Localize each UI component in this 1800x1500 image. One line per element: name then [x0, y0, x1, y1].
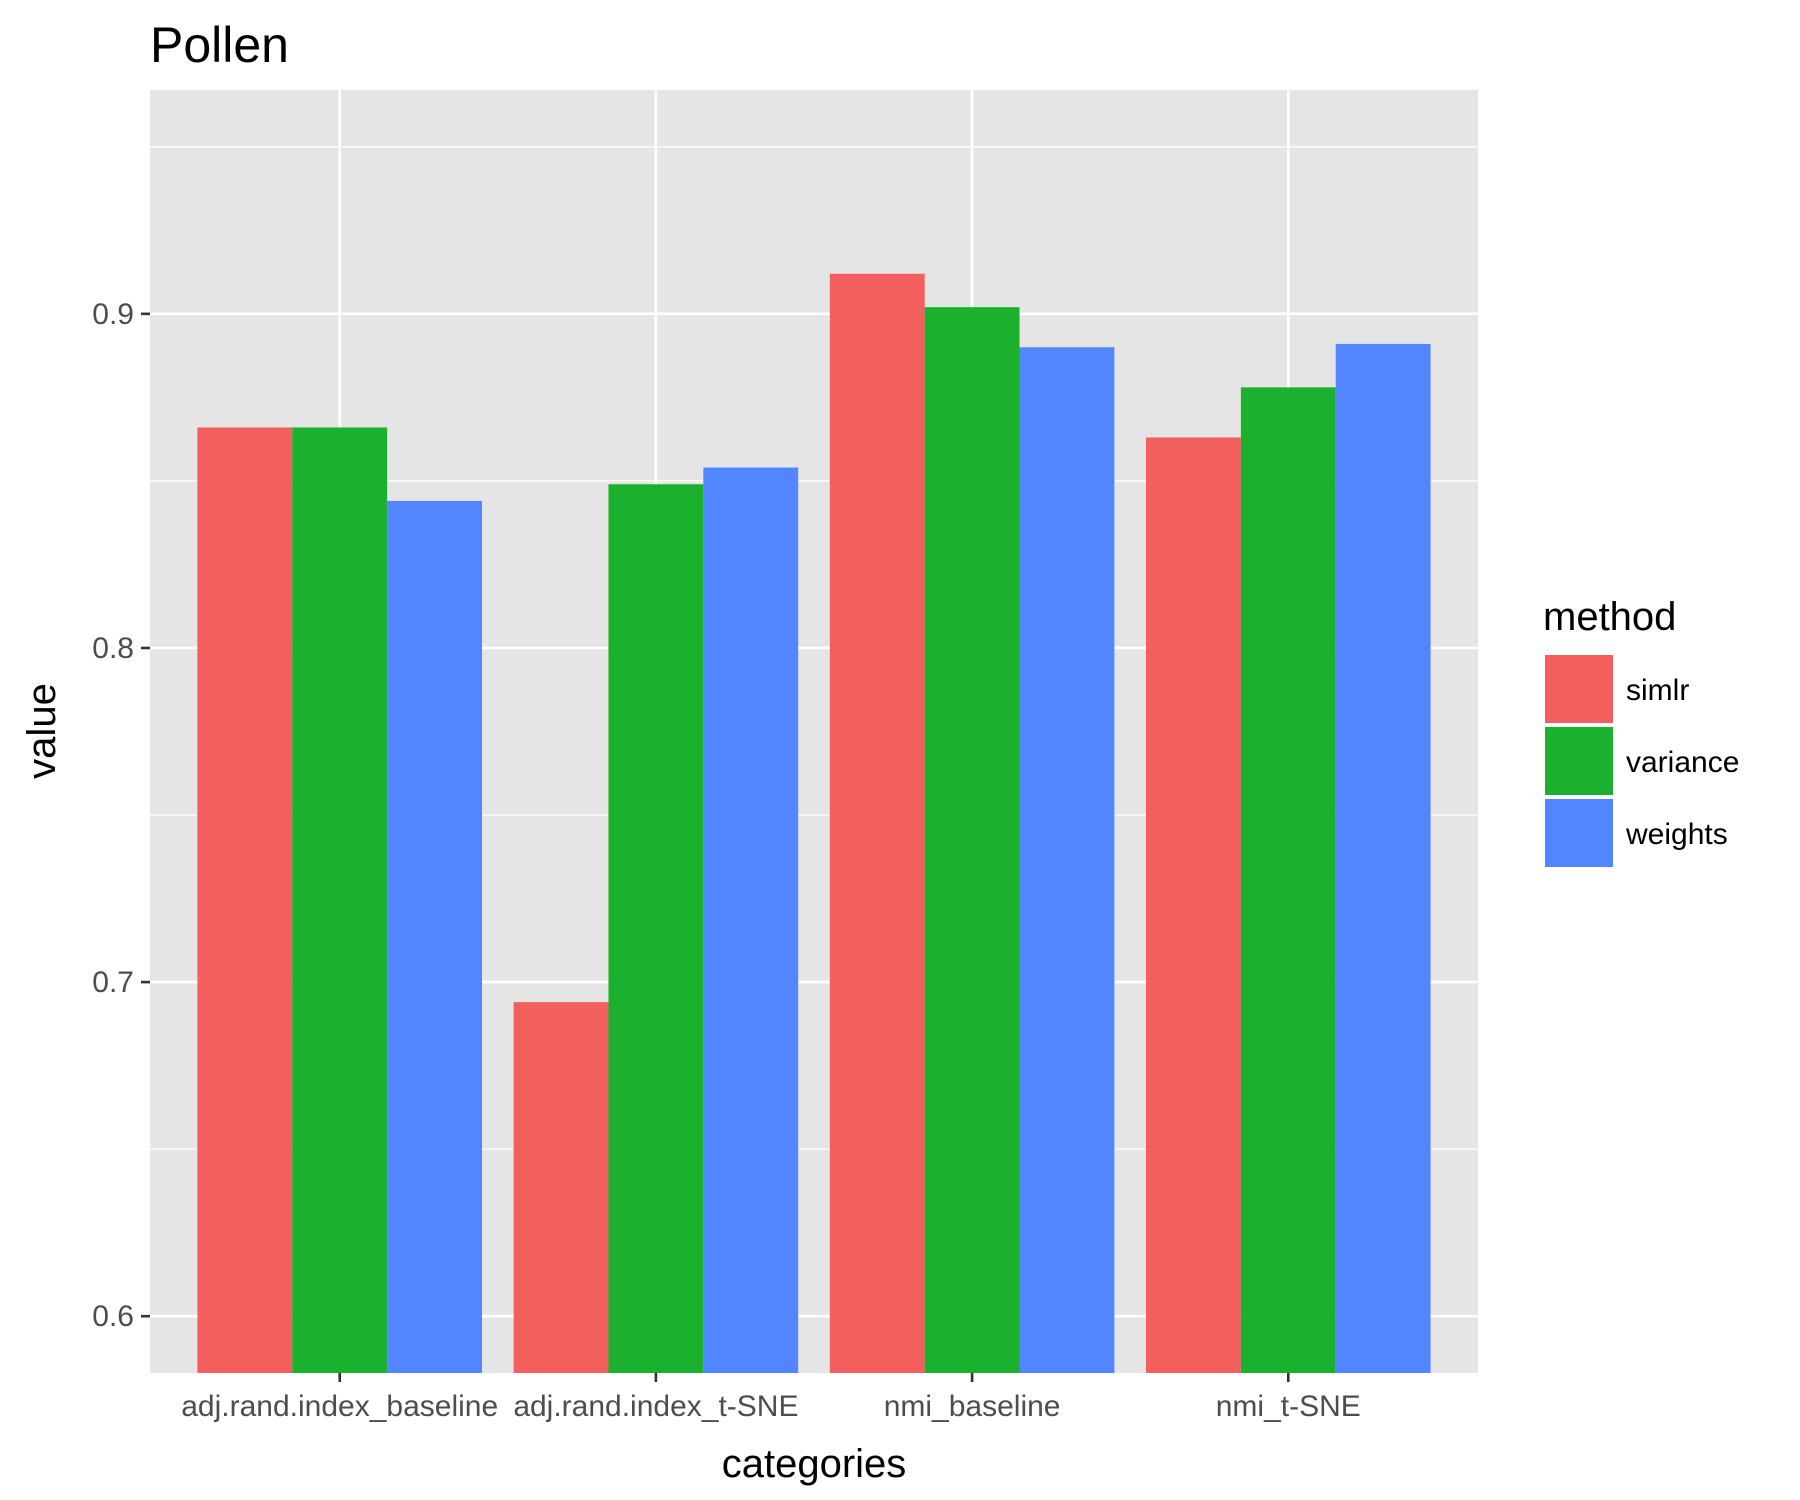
x-tick-label: adj.rand.index_baseline [181, 1390, 498, 1423]
x-tick-label: adj.rand.index_t-SNE [513, 1390, 798, 1423]
legend-key-variance [1545, 727, 1613, 795]
y-tick-label: 0.6 [92, 1300, 134, 1333]
bar-simlr [1146, 437, 1241, 1374]
bar-variance [1240, 387, 1336, 1374]
y-tick-label: 0.8 [92, 632, 134, 665]
bar-variance [292, 427, 388, 1374]
x-axis-title: categories [722, 1442, 907, 1486]
bar-weights [1335, 343, 1431, 1373]
bar-weights [1019, 347, 1115, 1374]
bar-simlr [197, 427, 293, 1374]
legend-label-variance: variance [1626, 746, 1739, 779]
y-tick-label: 0.7 [92, 966, 134, 999]
y-axis-title: value [20, 683, 64, 779]
bar-simlr [513, 1002, 609, 1373]
bar-weights [387, 500, 482, 1373]
legend-key-simlr [1545, 655, 1613, 723]
legend-title: method [1543, 595, 1676, 639]
x-axis: adj.rand.index_baseline adj.rand.index_t-… [181, 1373, 1361, 1423]
bar-variance [924, 307, 1020, 1374]
x-tick-label: nmi_t-SNE [1216, 1390, 1361, 1423]
legend-label-simlr: simlr [1626, 674, 1689, 707]
y-tick-label: 0.9 [92, 298, 134, 331]
bar-simlr [829, 273, 925, 1373]
legend: method simlr variance weights [1543, 595, 1739, 867]
y-axis: 0.6 0.7 0.8 0.9 [92, 298, 150, 1333]
bar-weights [703, 467, 799, 1374]
x-tick-label: nmi_baseline [884, 1390, 1061, 1423]
bar-variance [608, 484, 704, 1373]
legend-key-weights [1545, 799, 1613, 867]
chart-title: Pollen [150, 17, 289, 73]
legend-label-weights: weights [1625, 818, 1728, 851]
bars [197, 273, 1431, 1374]
